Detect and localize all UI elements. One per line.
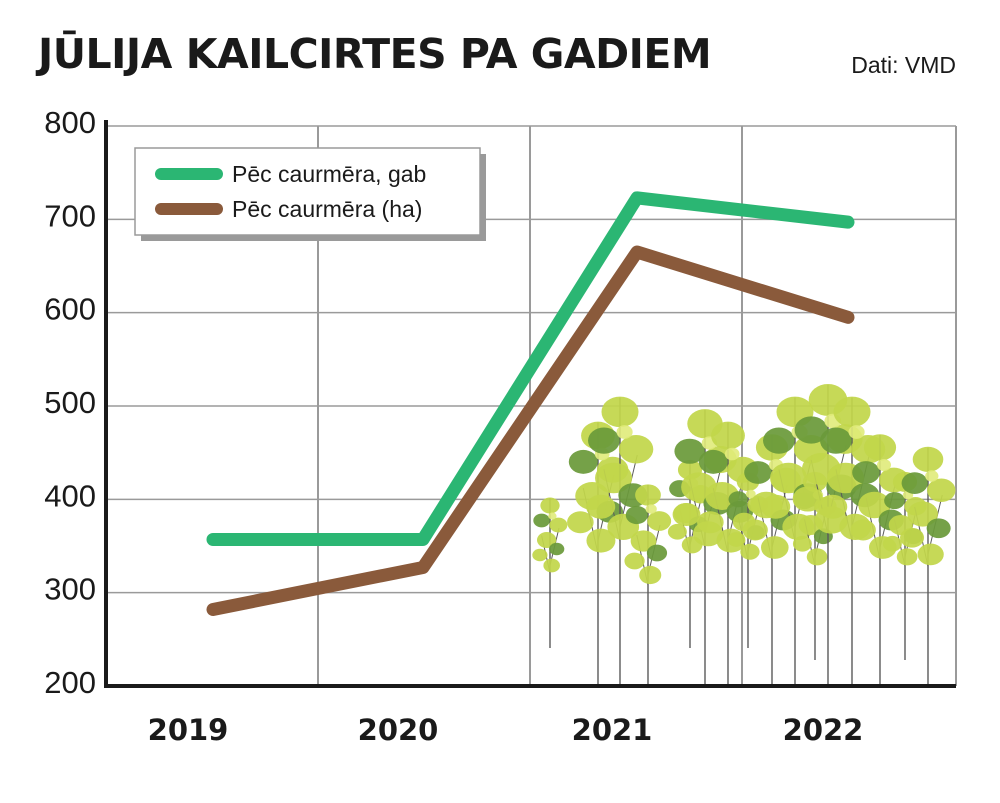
birch-tree-icon — [624, 484, 672, 685]
y-axis-ticks: 200 300 400 500 600 700 800 — [44, 105, 96, 700]
birch-tree-icon — [900, 446, 956, 685]
y-tick-label: 300 — [44, 572, 96, 607]
birch-tree-icon — [567, 421, 629, 685]
legend-label: Pēc caurmēra, gab — [232, 161, 426, 187]
y-tick-label: 700 — [44, 198, 96, 233]
y-tick-label: 800 — [44, 105, 96, 140]
x-tick-label: 2021 — [572, 713, 653, 747]
chart-title: JŪLIJA KAILCIRTES PA GADIEM — [38, 30, 712, 78]
legend-box — [134, 147, 481, 236]
y-tick-label: 600 — [44, 292, 96, 327]
axes — [104, 120, 956, 688]
x-tick-label: 2022 — [783, 713, 864, 747]
birch-tree-icon — [882, 471, 927, 660]
birch-tree-icon — [586, 396, 654, 685]
series-line-2 — [206, 245, 855, 616]
series-lines — [206, 191, 855, 616]
legend-label: Pēc caurmēra (ha) — [232, 196, 422, 222]
birch-trees-icon — [532, 384, 956, 685]
legend: Pēc caurmēra, gab Pēc caurmēra (ha) — [134, 147, 486, 241]
series-line-1 — [206, 191, 855, 546]
data-source-label: Dati: VMD — [851, 52, 956, 78]
x-tick-label: 2019 — [148, 713, 229, 747]
x-axis-ticks: 2019 2020 2021 2022 — [148, 713, 864, 747]
y-tick-label: 500 — [44, 385, 96, 420]
y-tick-label: 400 — [44, 478, 96, 513]
birch-tree-icon — [532, 497, 568, 648]
x-tick-label: 2020 — [358, 713, 439, 747]
y-tick-label: 200 — [44, 665, 96, 700]
